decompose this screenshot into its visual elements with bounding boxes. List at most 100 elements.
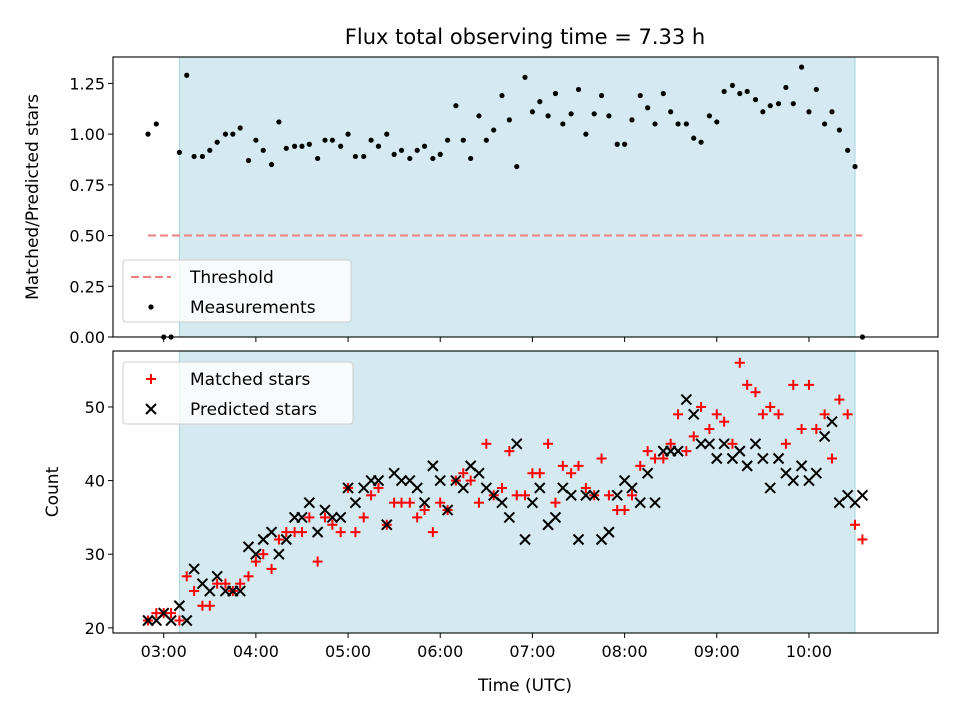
data-point <box>673 409 684 420</box>
data-point <box>427 460 439 472</box>
x-tick-label: 04:00 <box>233 642 279 661</box>
data-point <box>637 92 643 99</box>
data-point <box>719 416 730 427</box>
legend-box <box>122 361 354 425</box>
data-point <box>596 453 607 464</box>
data-point <box>529 109 536 115</box>
x-axis-label: Time (UTC) <box>477 676 572 696</box>
data-point <box>826 415 838 428</box>
data-point <box>434 474 446 487</box>
data-point <box>142 614 154 627</box>
data-point <box>557 460 568 471</box>
data-point <box>207 147 213 153</box>
data-point <box>680 393 693 406</box>
data-point <box>299 143 305 149</box>
data-point <box>214 139 220 145</box>
data-point <box>790 101 796 107</box>
data-point <box>836 127 842 133</box>
data-point <box>819 409 830 420</box>
series-predicted-stars <box>142 393 869 627</box>
legend-swatch <box>148 304 154 310</box>
chart-title: Flux total observing time = 7.33 h <box>345 25 705 49</box>
data-point <box>445 137 451 143</box>
data-point <box>220 578 231 589</box>
data-point <box>796 424 807 435</box>
data-point <box>591 111 597 117</box>
data-point <box>189 586 200 597</box>
data-point <box>283 145 289 151</box>
data-point <box>476 113 482 119</box>
data-point <box>783 84 789 91</box>
data-point <box>326 511 339 524</box>
data-point <box>635 460 646 471</box>
x-tick-label: 03:00 <box>141 642 187 661</box>
x-tick-label: 10:00 <box>786 642 832 661</box>
data-point <box>550 497 561 508</box>
y-tick-label: 0.50 <box>69 227 105 246</box>
data-point <box>696 401 707 412</box>
bottom-y-axis-label: Count <box>43 466 63 517</box>
data-point <box>795 460 808 472</box>
data-point <box>780 438 791 449</box>
data-point <box>211 570 223 583</box>
data-point <box>545 113 551 119</box>
data-point <box>260 147 266 153</box>
data-point <box>588 489 600 502</box>
data-point <box>560 121 566 127</box>
data-point <box>744 88 750 95</box>
data-point <box>727 438 738 449</box>
data-point <box>573 460 584 471</box>
data-point <box>537 99 543 105</box>
data-point <box>826 453 837 464</box>
top-legend: Threshold Measurements <box>122 259 352 323</box>
data-point <box>813 86 819 93</box>
data-point <box>749 438 762 450</box>
legend-label: Predicted stars <box>190 400 317 420</box>
data-point <box>335 527 346 538</box>
data-point <box>315 155 321 162</box>
data-point <box>704 424 715 435</box>
data-point <box>520 490 531 501</box>
x-tick-label: 06:00 <box>417 642 463 661</box>
data-point <box>430 155 436 162</box>
top-y-axis-label: Matched/Predicted stars <box>23 94 43 300</box>
data-point <box>312 556 323 567</box>
data-point <box>534 482 546 494</box>
top-plot-frame <box>112 56 939 338</box>
series-measurements <box>145 64 866 340</box>
data-point <box>342 482 354 494</box>
data-point <box>611 489 623 502</box>
bottom-plot-frame <box>112 350 939 634</box>
data-point <box>711 409 722 420</box>
data-point <box>184 72 190 78</box>
data-point <box>173 600 186 612</box>
data-point <box>199 153 206 160</box>
data-point <box>734 445 746 457</box>
data-point <box>191 153 197 160</box>
data-point <box>473 497 484 508</box>
data-point <box>391 151 397 157</box>
data-point <box>598 92 605 99</box>
data-point <box>642 446 653 457</box>
data-point <box>810 467 823 479</box>
data-point <box>711 452 723 465</box>
data-point <box>857 534 868 545</box>
data-point <box>583 131 589 137</box>
data-point <box>322 137 328 143</box>
data-point <box>850 519 861 530</box>
data-point <box>273 534 284 545</box>
data-point <box>181 571 192 582</box>
data-point <box>352 153 359 160</box>
data-point <box>435 497 446 508</box>
data-point <box>496 482 507 493</box>
data-point <box>772 452 785 465</box>
data-point <box>181 614 193 627</box>
data-point <box>174 615 185 626</box>
x-tick-label: 05:00 <box>325 642 371 661</box>
data-point <box>368 137 374 143</box>
data-point <box>806 109 812 115</box>
data-point <box>338 143 344 149</box>
data-point <box>145 131 151 137</box>
data-point <box>165 614 177 627</box>
data-point <box>660 90 666 97</box>
